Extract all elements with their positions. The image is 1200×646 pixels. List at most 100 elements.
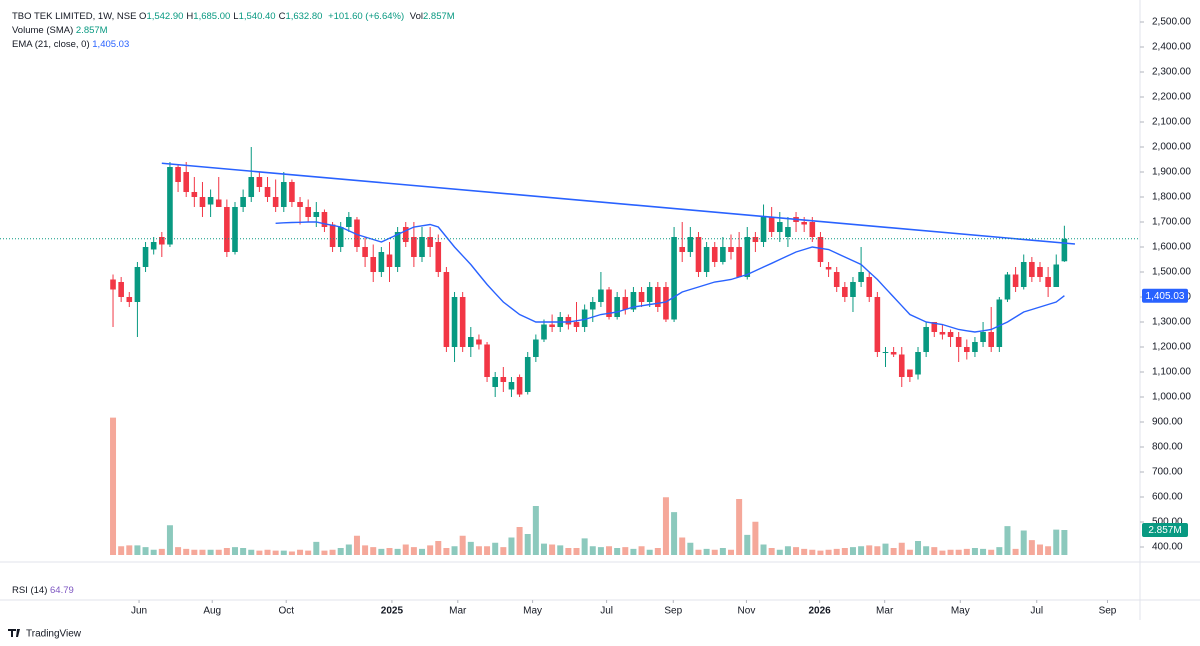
volume-bar	[150, 549, 157, 555]
indicator-value: 1,405.03	[92, 39, 130, 50]
volume-bar	[849, 547, 856, 555]
volume-bar	[272, 550, 279, 555]
volume-bar	[305, 550, 312, 555]
candle-body	[833, 272, 840, 287]
candle-body	[882, 352, 889, 353]
volume-bar	[858, 546, 865, 555]
volume-bar	[394, 548, 401, 555]
candle-body	[402, 227, 409, 242]
ohlc-label: H	[186, 11, 194, 22]
x-tick-label: Mar	[449, 606, 467, 617]
x-tick-label: Mar	[876, 606, 894, 617]
y-tick-label: 500.00	[1152, 517, 1183, 528]
ohlc-value: 1,685.00	[193, 11, 231, 22]
candle-body	[207, 197, 214, 205]
volume-bar	[524, 534, 531, 555]
candle-body	[264, 187, 271, 197]
candle-body	[459, 297, 466, 347]
volume-bar	[549, 544, 556, 555]
y-tick-label: 2,200.00	[1152, 92, 1191, 103]
indicator-name: EMA (21, close, 0)	[12, 39, 90, 50]
volume-bar	[646, 549, 653, 555]
volume-bar	[679, 537, 686, 555]
candle-body	[630, 292, 637, 310]
candle-body	[606, 289, 612, 317]
volume-bar	[1020, 530, 1027, 555]
y-tick-label: 1,200.00	[1152, 342, 1191, 353]
candle-body	[175, 167, 181, 182]
candle-body	[980, 332, 986, 342]
volume-bar	[362, 545, 369, 555]
candle-body	[427, 237, 433, 247]
ohlc-value: 1,540.40	[238, 11, 276, 22]
volume-bar	[768, 548, 775, 555]
candle-body	[744, 237, 751, 277]
candle-body	[874, 297, 881, 352]
indicator-name: RSI (14)	[12, 585, 48, 596]
candle-body	[435, 242, 442, 272]
candle-body	[573, 322, 580, 327]
volume-bar	[378, 548, 385, 555]
candle-body	[476, 339, 482, 345]
volume-bar	[866, 545, 873, 555]
ohlc: O1,542.90 H1,685.00 L1,540.40 C1,632.80	[139, 11, 325, 22]
volume-bar	[597, 547, 604, 555]
legend-rsi: RSI (14) 64.79	[12, 584, 74, 598]
y-tick-label: 2,300.00	[1152, 67, 1191, 78]
candle-body	[1061, 238, 1068, 262]
volume-bar	[817, 550, 824, 555]
volume-bar	[280, 550, 287, 555]
candle-body	[484, 344, 490, 377]
candle-body	[549, 324, 555, 327]
volume-bar	[963, 548, 970, 555]
candle-body	[695, 237, 702, 272]
volume-bar	[1053, 529, 1060, 555]
candle-body	[297, 202, 303, 207]
volume-bar	[589, 546, 596, 555]
candle-body	[638, 292, 645, 302]
volume-bar	[833, 548, 840, 555]
candle-body	[736, 247, 742, 277]
candles	[110, 147, 1068, 397]
volume-bar	[906, 549, 913, 555]
volume-bar	[402, 544, 409, 555]
candle-body	[801, 222, 807, 225]
candle-body	[760, 217, 767, 242]
volume-bar	[923, 546, 930, 555]
y-tick-label: 1,700.00	[1152, 217, 1191, 228]
candle-body	[492, 377, 498, 387]
volume-bar	[475, 546, 482, 555]
ema-line	[275, 221, 1065, 333]
candle-body	[752, 237, 759, 242]
candle-body	[858, 272, 864, 282]
candle-body	[581, 309, 588, 327]
candle-body	[354, 219, 360, 247]
volume-bar	[841, 548, 848, 555]
candle-body	[776, 222, 783, 232]
volume-bar	[516, 527, 523, 555]
candle-body	[931, 322, 938, 332]
candle-body	[565, 317, 572, 325]
candle-body	[134, 267, 141, 302]
candle-body	[280, 182, 287, 207]
volume-bar	[321, 550, 328, 555]
volume-bar	[427, 545, 434, 555]
volume-bar	[557, 545, 564, 555]
volume-bar	[1061, 530, 1068, 555]
trendline	[161, 162, 1076, 245]
candle-body	[1012, 274, 1019, 287]
candle-body	[655, 287, 661, 307]
volume-bar	[719, 548, 726, 555]
x-tick-label: Oct	[278, 606, 294, 617]
candle-body	[321, 212, 328, 227]
candle-body	[768, 217, 775, 232]
candle-body	[451, 297, 458, 347]
volume-bar	[971, 548, 978, 555]
candle-body	[898, 354, 905, 377]
volume-bar	[801, 548, 808, 555]
candle-body	[622, 297, 629, 310]
candle-body	[614, 297, 620, 317]
volume-bar	[443, 548, 450, 555]
